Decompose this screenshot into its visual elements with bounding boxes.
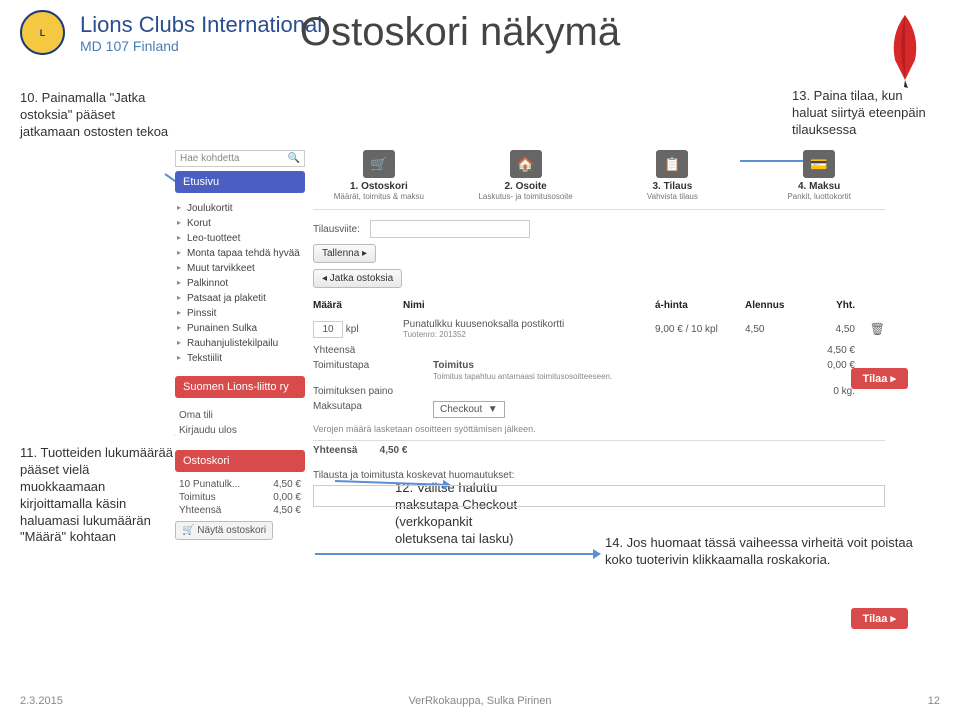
order-reference-row: Tilausviite:: [313, 220, 885, 238]
item-name-cell: Punatulkku kuusenoksalla postikortti Tuo…: [403, 319, 655, 339]
cart-heading-button[interactable]: Ostoskori: [175, 450, 305, 472]
mini-cart: 10 Punatulk... 4,50 € Toimitus 0,00 € Yh…: [175, 478, 305, 540]
my-account-link[interactable]: Oma tili: [175, 408, 305, 423]
step-order[interactable]: 📋 3. Tilaus Vahvista tilaus: [607, 150, 739, 201]
sidebar-item[interactable]: Leo-tuotteet: [177, 231, 303, 246]
trash-icon[interactable]: 🗑: [870, 322, 885, 336]
col-qty: Määrä: [313, 300, 403, 311]
summary-shipping: Toimitustapa Toimitus Toimitus tapahtuu …: [313, 358, 885, 384]
col-unitprice: á-hinta: [655, 300, 745, 311]
slide-footer: 2.3.2015 VerRkokauppa, Sulka Pirinen 12: [20, 695, 940, 707]
summary-grandtotal: Yhteensä 4,50 €: [313, 440, 885, 460]
shop-sidebar: Hae kohdetta 🔍 Etusivu Joulukortit Korut…: [175, 150, 305, 540]
sidebar-item[interactable]: Tekstiilit: [177, 351, 303, 366]
step-payment[interactable]: 💳 4. Maksu Pankit, luottokortit: [753, 150, 885, 201]
header-text: Lions Clubs International MD 107 Finland: [80, 12, 322, 54]
feather-icon: [880, 10, 930, 90]
annotation-14: 14. Jos huomaat tässä vaiheessa virheitä…: [605, 535, 935, 569]
footer-date: 2.3.2015: [20, 695, 63, 707]
org-button[interactable]: Suomen Lions-liitto ry: [175, 376, 305, 398]
view-cart-button[interactable]: 🛒 Näytä ostoskori: [175, 521, 273, 540]
qty-unit: kpl: [346, 324, 359, 335]
annotation-11: 11. Tuotteiden lukumäärää pääset vielä m…: [20, 445, 175, 546]
step-cart[interactable]: 🛒 1. Ostoskori Määrät, toimitus & maksu: [313, 150, 445, 201]
cart-main-panel: 🛒 1. Ostoskori Määrät, toimitus & maksu …: [313, 150, 885, 540]
col-name: Nimi: [403, 300, 655, 311]
search-icon: 🔍: [288, 153, 300, 164]
order-notes-row: Tilausta ja toimitusta koskevat huomautu…: [313, 468, 885, 483]
payment-method-select[interactable]: Checkout ▼: [433, 401, 505, 418]
sidebar-item[interactable]: Korut: [177, 216, 303, 231]
summary-payment: Maksutapa Checkout ▼: [313, 399, 885, 420]
arrow-14: [315, 553, 595, 555]
cart-icon: 🛒: [363, 150, 395, 178]
frontpage-button[interactable]: Etusivu: [175, 171, 305, 193]
sidebar-item[interactable]: Pinssit: [177, 306, 303, 321]
footer-page: 12: [928, 695, 940, 707]
step-address[interactable]: 🏠 2. Osoite Laskutus- ja toimitusosoite: [460, 150, 592, 201]
summary-weight: Toimituksen paino 0 kg.: [313, 384, 885, 399]
item-discount: 4,50: [745, 324, 805, 335]
mini-cart-row: 10 Punatulk... 4,50 €: [175, 478, 305, 491]
col-delete: [855, 300, 885, 311]
vat-note: Verojen määrä lasketaan osoitteen syöttä…: [313, 424, 885, 434]
category-list: Joulukortit Korut Leo-tuotteet Monta tap…: [175, 199, 305, 368]
page-title: Ostoskori näkymä: [300, 10, 620, 55]
sidebar-item[interactable]: Patsaat ja plaketit: [177, 291, 303, 306]
sidebar-item[interactable]: Joulukortit: [177, 201, 303, 216]
annotation-13: 13. Paina tilaa, kun haluat siirtyä etee…: [792, 88, 932, 139]
sidebar-item[interactable]: Monta tapaa tehdä hyvää: [177, 246, 303, 261]
account-links: Oma tili Kirjaudu ulos: [175, 404, 305, 442]
search-input[interactable]: Hae kohdetta 🔍: [175, 150, 305, 167]
sidebar-item[interactable]: Rauhanjulistekilpailu: [177, 336, 303, 351]
header-subtitle: MD 107 Finland: [80, 38, 322, 54]
item-unitprice: 9,00 € / 10 kpl: [655, 324, 745, 335]
cart-item-row: 10 kpl Punatulkku kuusenoksalla postikor…: [313, 315, 885, 343]
col-discount: Alennus: [745, 300, 805, 311]
checkout-steps: 🛒 1. Ostoskori Määrät, toimitus & maksu …: [313, 150, 885, 210]
order-ref-input[interactable]: [370, 220, 530, 238]
card-icon: 💳: [803, 150, 835, 178]
webshop-screenshot: Hae kohdetta 🔍 Etusivu Joulukortit Korut…: [175, 150, 885, 540]
header-title: Lions Clubs International: [80, 12, 322, 38]
logout-link[interactable]: Kirjaudu ulos: [175, 423, 305, 438]
lions-logo: L: [20, 10, 65, 55]
order-notes-input[interactable]: [313, 485, 885, 507]
sidebar-item[interactable]: Palkinnot: [177, 276, 303, 291]
search-placeholder: Hae kohdetta: [180, 153, 288, 164]
save-button[interactable]: Tallenna ▸: [313, 244, 376, 263]
cart-summary: Yhteensä 4,50 € Toimitustapa Toimitus To…: [313, 343, 885, 507]
annotation-10: 10. Painamalla "Jatka ostoksia" pääset j…: [20, 90, 170, 141]
col-total: Yht.: [805, 300, 855, 311]
continue-shopping-button[interactable]: ◂ Jatka ostoksia: [313, 269, 402, 288]
order-button-top[interactable]: Tilaa ▸: [851, 368, 908, 389]
clipboard-icon: 📋: [656, 150, 688, 178]
mini-cart-shipping: Toimitus 0,00 €: [175, 491, 305, 504]
item-code: Tuotenro: 201352: [403, 330, 655, 339]
order-button-bottom[interactable]: Tilaa ▸: [851, 608, 908, 629]
sidebar-item[interactable]: Muut tarvikkeet: [177, 261, 303, 276]
order-ref-label: Tilausviite:: [313, 224, 360, 235]
mini-cart-total: Yhteensä 4,50 €: [175, 504, 305, 517]
footer-author: VerRkokauppa, Sulka Pirinen: [408, 695, 551, 707]
qty-cell: 10 kpl: [313, 321, 403, 338]
item-name: Punatulkku kuusenoksalla postikortti: [403, 319, 655, 330]
cart-table: Määrä Nimi á-hinta Alennus Yht. 10 kpl P…: [313, 296, 885, 507]
summary-subtotal: Yhteensä 4,50 €: [313, 343, 885, 358]
cart-header-row: Määrä Nimi á-hinta Alennus Yht.: [313, 296, 885, 315]
sidebar-item[interactable]: Punainen Sulka: [177, 321, 303, 336]
qty-input[interactable]: 10: [313, 321, 343, 338]
house-icon: 🏠: [510, 150, 542, 178]
item-total: 4,50: [805, 324, 855, 335]
